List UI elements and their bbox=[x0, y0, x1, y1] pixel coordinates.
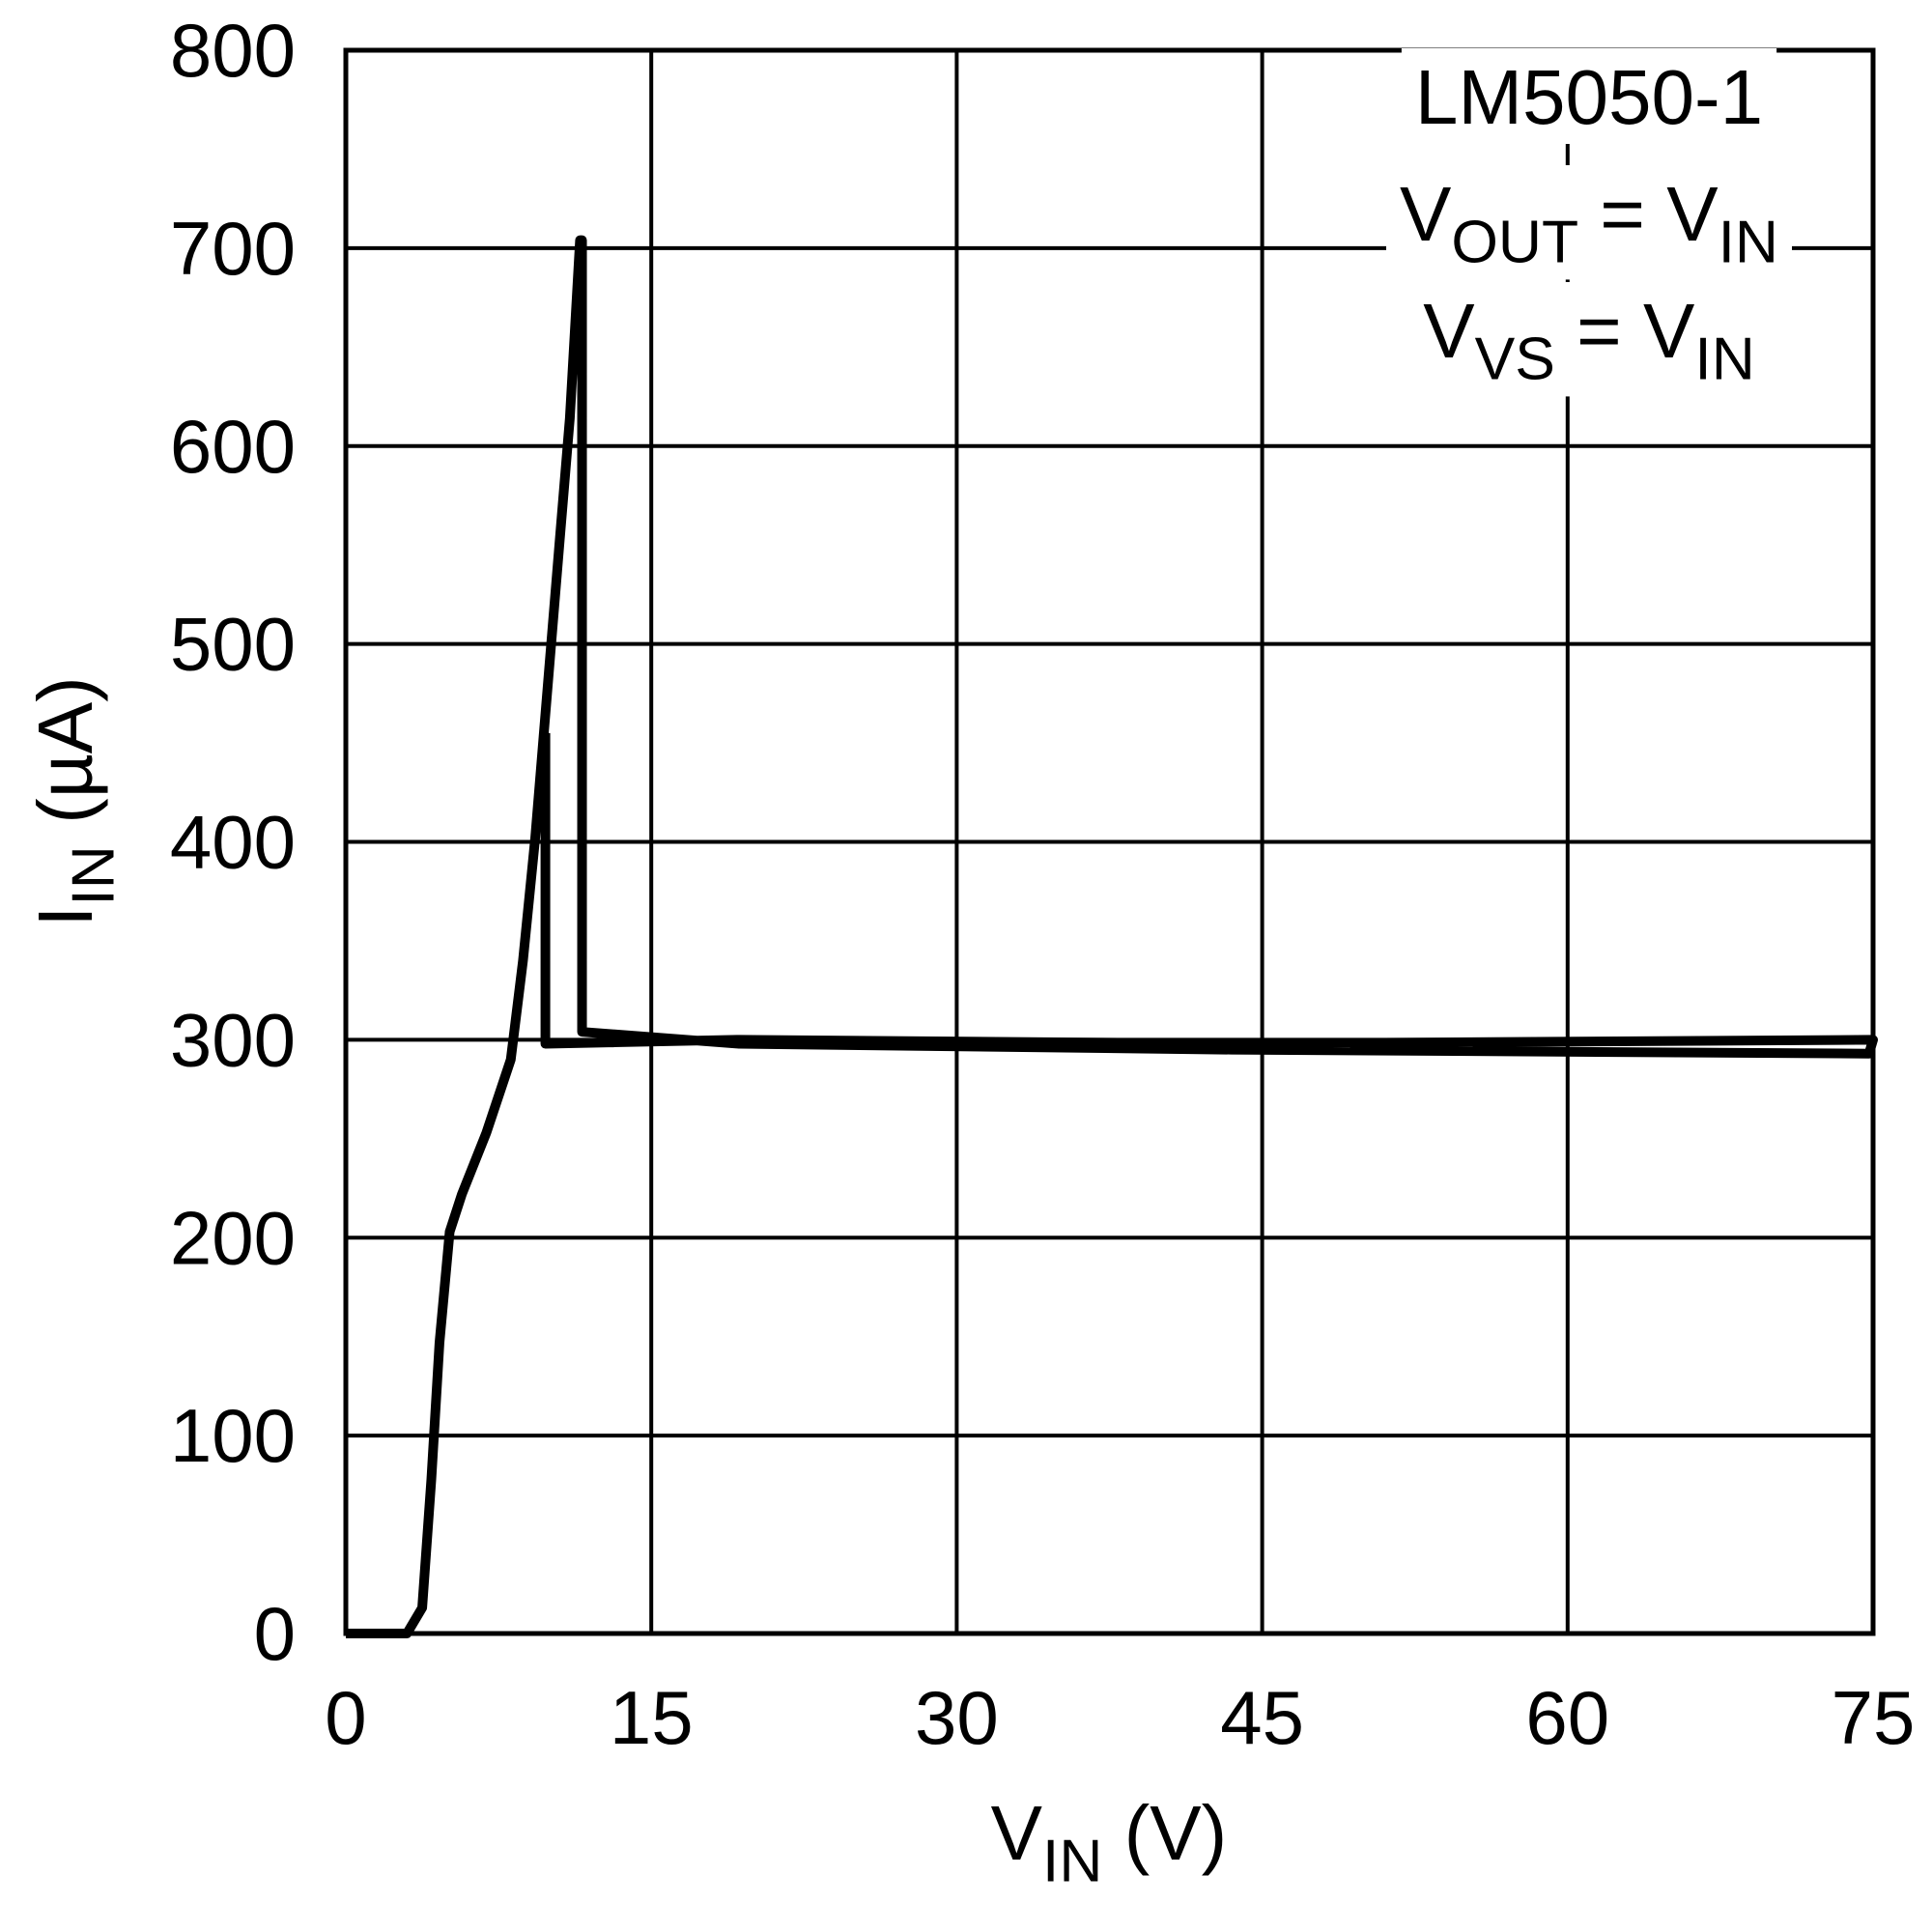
data-line bbox=[346, 235, 1878, 1638]
text-part: (µA) bbox=[22, 676, 108, 845]
y-tick-label: 700 bbox=[170, 206, 296, 291]
annotation-background bbox=[1409, 282, 1769, 397]
y-tick-label: 400 bbox=[170, 800, 296, 885]
subscript: IN bbox=[1719, 209, 1778, 275]
text-part: (V) bbox=[1102, 1790, 1227, 1876]
x-tick-label: 45 bbox=[1220, 1675, 1304, 1760]
text-part: = V bbox=[1555, 288, 1695, 374]
y-tick-label: 200 bbox=[170, 1195, 296, 1280]
annotation: LM5050-1 bbox=[1415, 54, 1763, 140]
y-tick-label: 300 bbox=[170, 997, 296, 1082]
annotation-background bbox=[1386, 165, 1792, 280]
annotation-background bbox=[1401, 48, 1777, 144]
text-part: V bbox=[1423, 288, 1475, 374]
text-part: V bbox=[991, 1790, 1043, 1876]
x-tick-label: 0 bbox=[325, 1675, 366, 1760]
y-tick-label: 600 bbox=[170, 404, 296, 489]
y-tick-label: 500 bbox=[170, 602, 296, 687]
subscript: IN bbox=[1042, 1828, 1102, 1894]
x-tick-label: 60 bbox=[1525, 1675, 1609, 1760]
x-axis-label: VIN (V) bbox=[991, 1790, 1228, 1894]
y-tick-label: 800 bbox=[170, 8, 296, 93]
text-part: LM5050-1 bbox=[1415, 54, 1763, 140]
y-tick-label: 0 bbox=[254, 1591, 296, 1676]
subscript: IN bbox=[60, 845, 127, 905]
annotation: VVS = VIN bbox=[1423, 288, 1755, 392]
annotation: VOUT = VIN bbox=[1400, 171, 1778, 275]
x-tick-label: 75 bbox=[1832, 1675, 1916, 1760]
subscript: IN bbox=[1694, 326, 1754, 392]
text-part: I bbox=[22, 906, 108, 927]
subscript: OUT bbox=[1451, 209, 1578, 275]
x-tick-label: 30 bbox=[915, 1675, 999, 1760]
text-part: = V bbox=[1578, 171, 1719, 257]
y-axis-label: IIN (µA) bbox=[22, 676, 127, 927]
plot-frame bbox=[343, 47, 1876, 1636]
text-part: V bbox=[1400, 171, 1452, 257]
subscript: VS bbox=[1475, 326, 1555, 392]
y-tick-label: 100 bbox=[170, 1393, 296, 1478]
x-tick-label: 15 bbox=[610, 1675, 694, 1760]
